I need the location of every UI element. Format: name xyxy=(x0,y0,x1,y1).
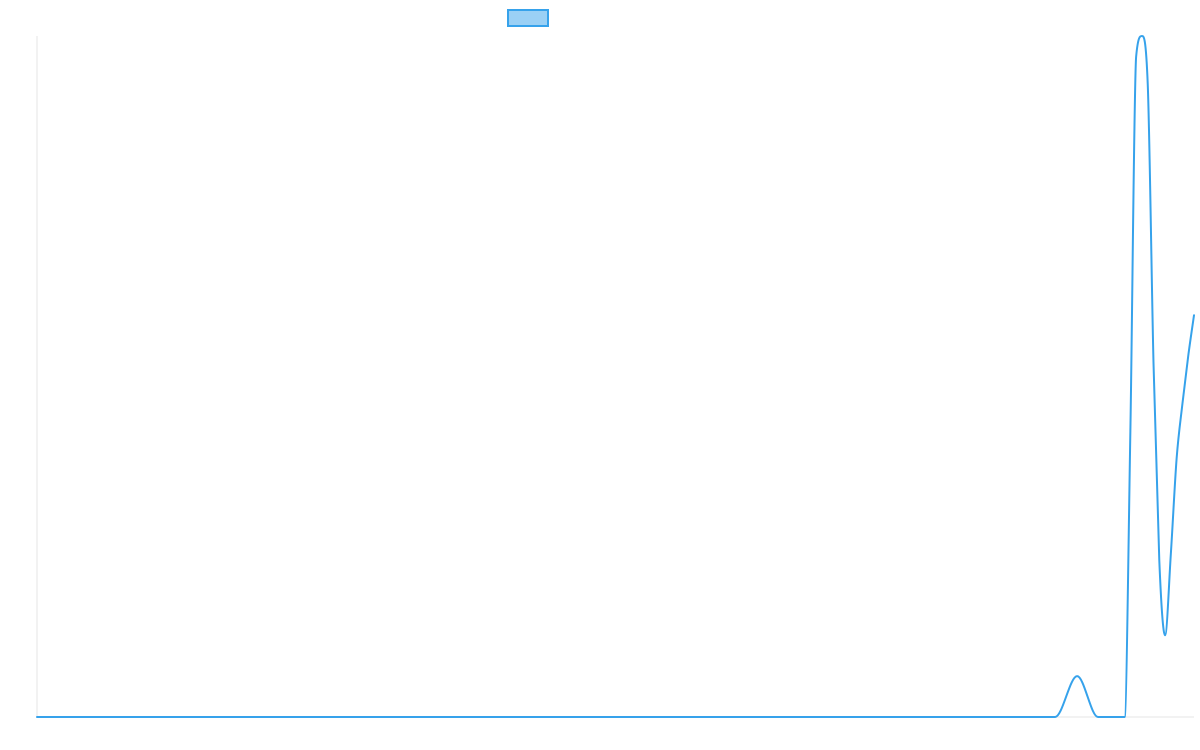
legend[interactable] xyxy=(507,9,549,27)
series-layer xyxy=(36,35,1195,719)
legend-swatch[interactable] xyxy=(507,9,549,27)
axes xyxy=(36,36,1194,718)
series-line-0 xyxy=(36,35,1195,719)
